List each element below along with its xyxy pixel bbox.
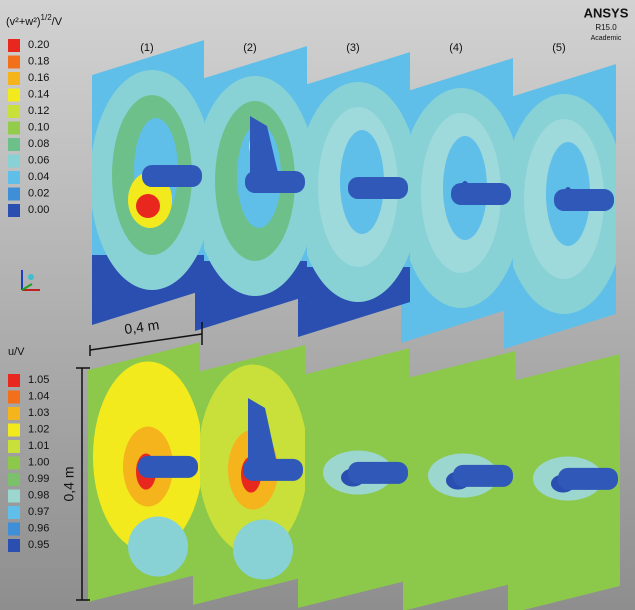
legend-swatch	[8, 155, 20, 168]
plane-label: (2)	[243, 42, 256, 54]
hub	[348, 462, 408, 484]
hub	[451, 183, 511, 205]
title-sup: 1/2	[41, 13, 53, 22]
legend-label: 0.96	[28, 522, 49, 534]
legend-label: 0.04	[28, 171, 49, 183]
legend-swatch	[8, 89, 20, 102]
legend-label: 1.01	[28, 440, 49, 452]
legend-swatch	[8, 523, 20, 536]
legend-swatch	[8, 506, 20, 519]
legend-label: 1.00	[28, 456, 49, 468]
legend-swatch	[8, 473, 20, 486]
legend-label: 0.08	[28, 138, 49, 150]
legend-label: 0.20	[28, 39, 49, 51]
legend-swatch	[8, 105, 20, 118]
legend-swatch	[8, 407, 20, 420]
legend-label: 0.95	[28, 539, 49, 551]
legend-label: 0.02	[28, 187, 49, 199]
hub	[138, 456, 198, 478]
bottom-legend-title: u/V	[8, 346, 25, 358]
legend-label: 1.05	[28, 374, 49, 386]
legend-swatch	[8, 56, 20, 69]
contour	[128, 517, 188, 577]
legend-swatch	[8, 204, 20, 217]
logo-name: ANSYS	[584, 5, 629, 20]
top-legend-title: (v²+w²)1/2/V	[6, 13, 63, 28]
legend-swatch	[8, 188, 20, 201]
plane-label: (5)	[552, 42, 565, 54]
hub	[554, 189, 614, 211]
legend-swatch	[8, 72, 20, 85]
legend-label: 0.16	[28, 72, 49, 84]
plane-label: (1)	[140, 42, 153, 54]
legend-swatch	[8, 171, 20, 184]
legend-swatch	[8, 490, 20, 503]
legend-swatch	[8, 457, 20, 470]
legend-label: 0.14	[28, 88, 49, 100]
logo-edition: Academic	[591, 35, 622, 42]
plane-label: (3)	[346, 42, 359, 54]
legend-swatch	[8, 440, 20, 453]
legend-label: 0.18	[28, 55, 49, 67]
legend-label: 0.12	[28, 105, 49, 117]
legend-swatch	[8, 122, 20, 135]
legend-label: 0.10	[28, 121, 49, 133]
legend-label: 1.02	[28, 423, 49, 435]
plane-label: (4)	[449, 42, 462, 54]
legend-label: 1.04	[28, 390, 49, 402]
title-part: /V	[52, 16, 63, 28]
hub	[142, 165, 202, 187]
legend-swatch	[8, 424, 20, 437]
figure: (5) (4) (3) (2) (1) ANSYS R15.0 Academic (v²…	[0, 0, 635, 610]
legend-swatch	[8, 539, 20, 552]
legend-label: 0.97	[28, 506, 49, 518]
hub	[453, 465, 513, 487]
contour	[136, 194, 160, 218]
legend-label: 0.98	[28, 489, 49, 501]
legend-label: 1.03	[28, 407, 49, 419]
height-label: 0,4 m	[61, 466, 77, 501]
legend-swatch	[8, 374, 20, 387]
legend-label: 0.06	[28, 154, 49, 166]
hub	[348, 177, 408, 199]
contour	[233, 520, 293, 580]
hub	[558, 468, 618, 490]
legend-label: 0.99	[28, 473, 49, 485]
legend-label: 0.00	[28, 204, 49, 216]
legend-swatch	[8, 39, 20, 52]
legend-swatch	[8, 391, 20, 404]
title-part: (v²+w²)	[6, 16, 41, 28]
logo-version: R15.0	[595, 23, 617, 32]
legend-swatch	[8, 138, 20, 151]
